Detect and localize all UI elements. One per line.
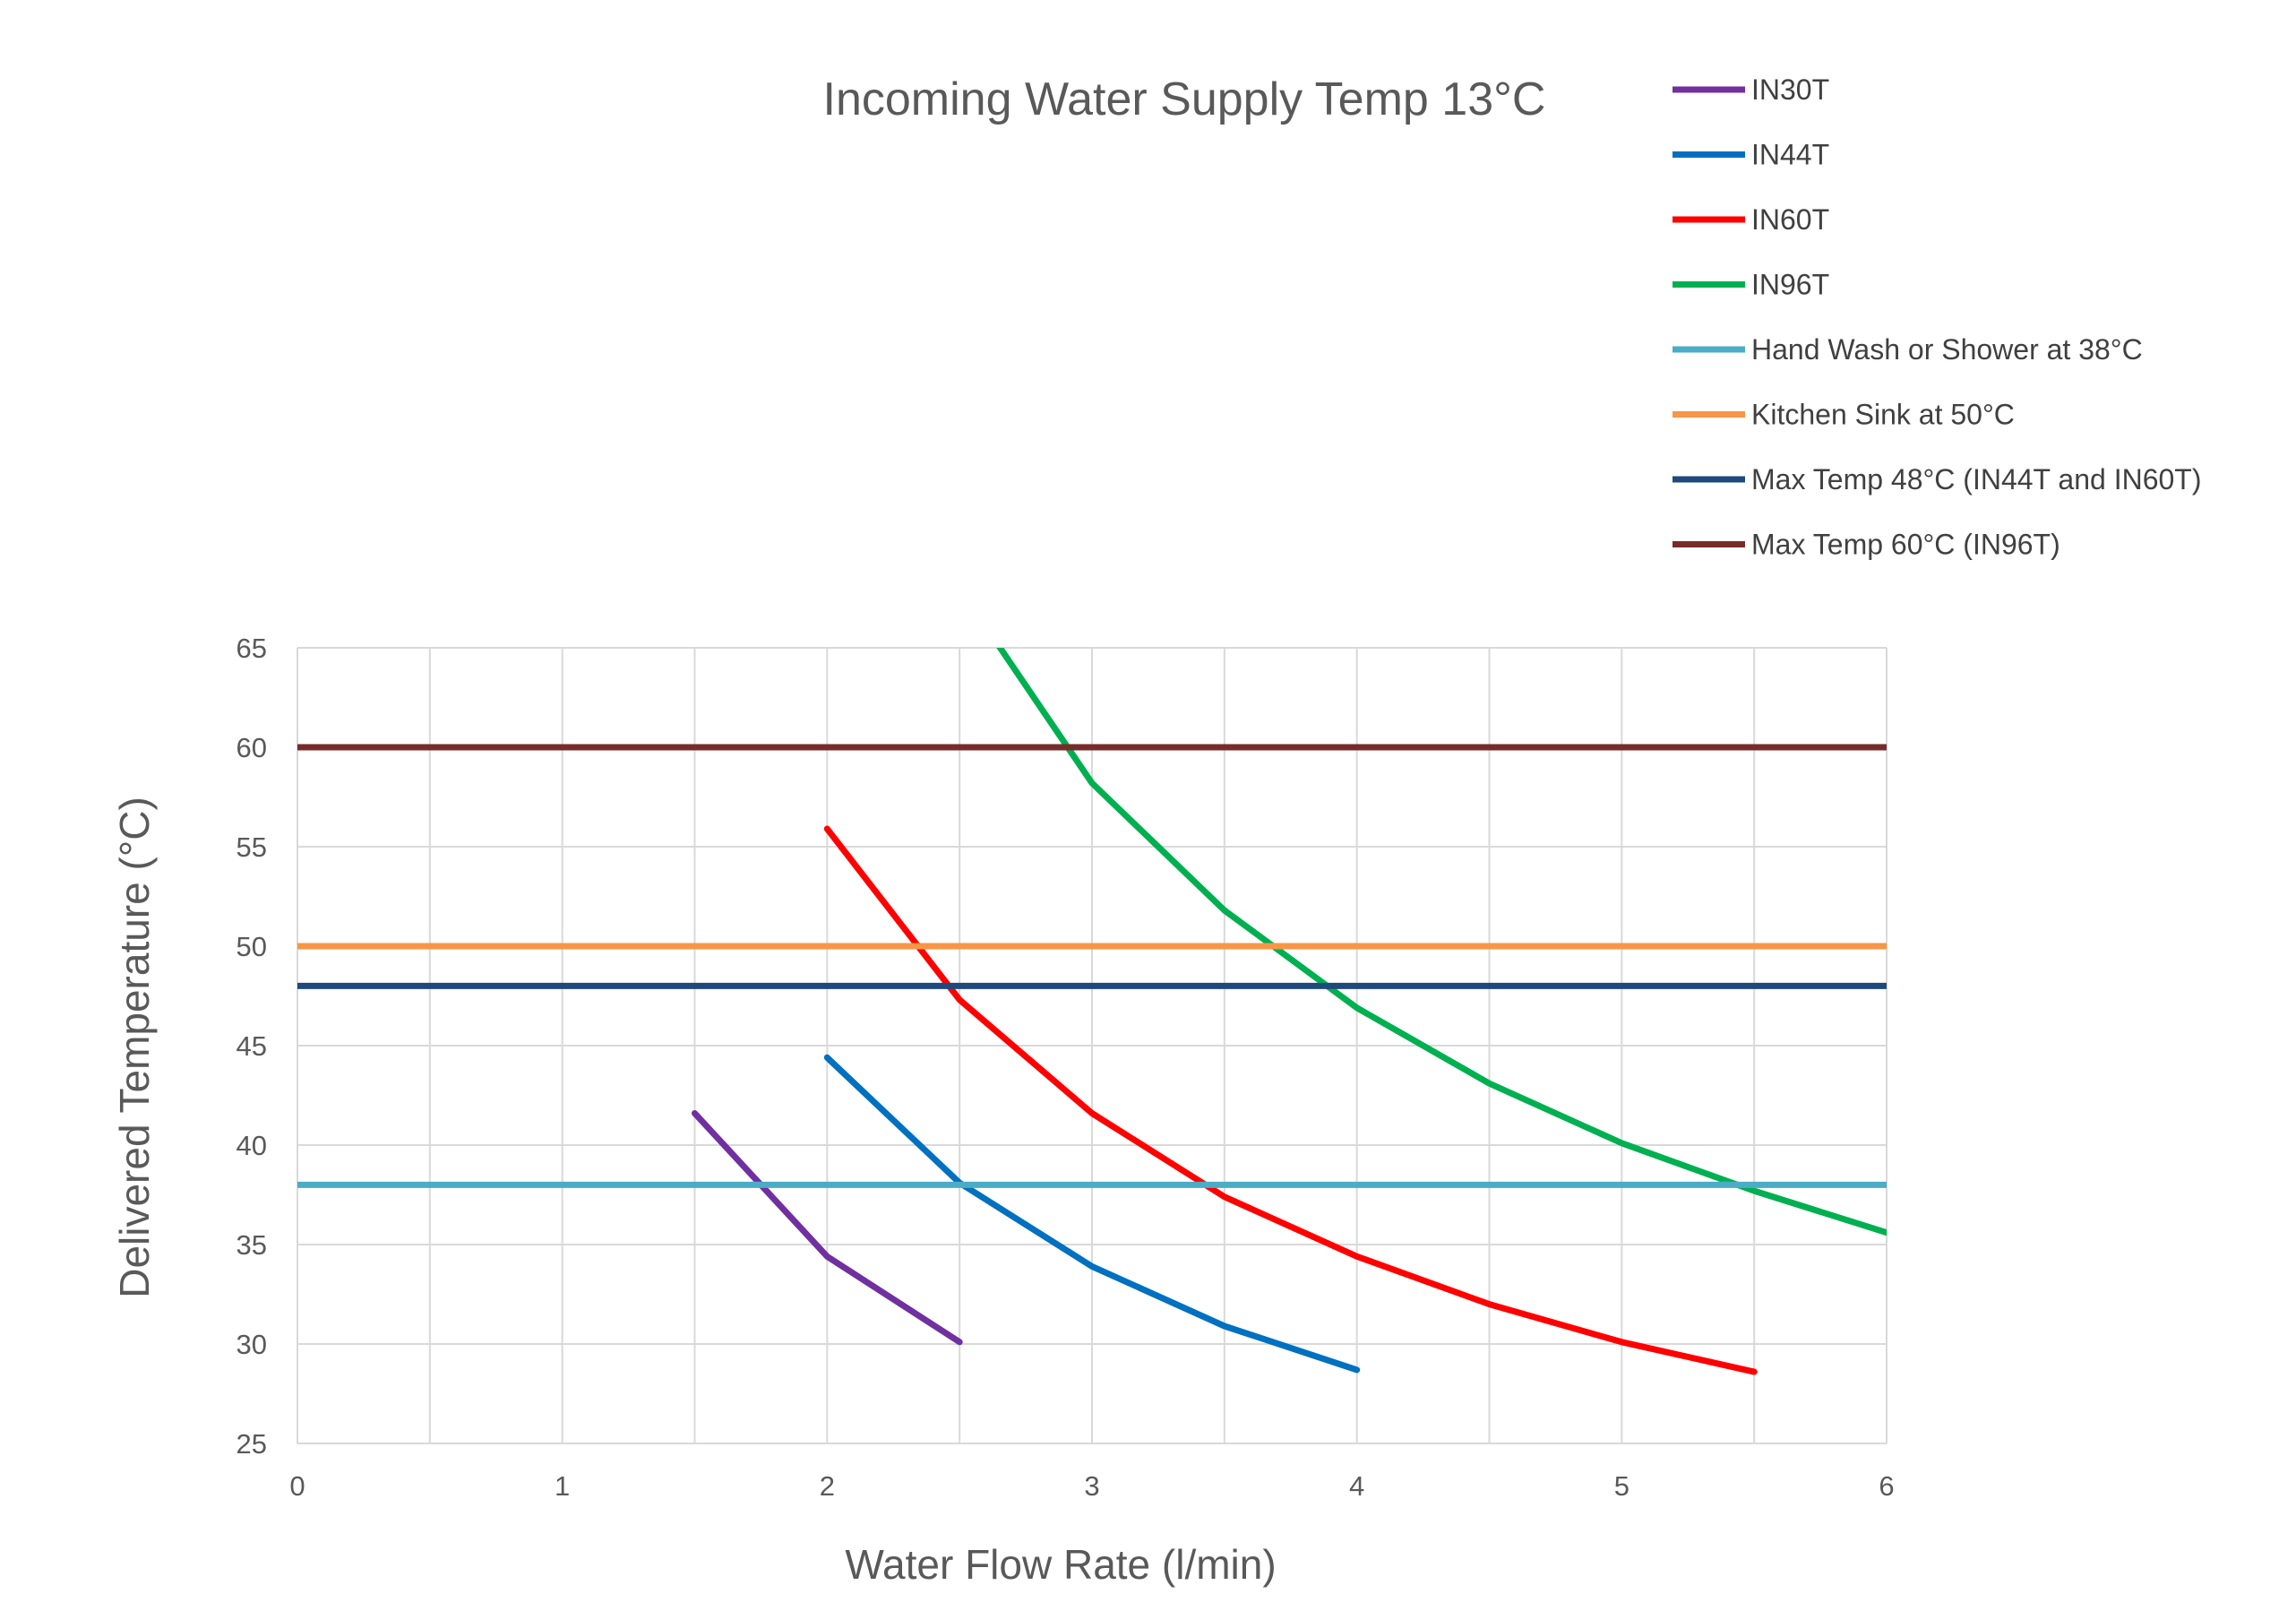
y-tick-label: 60 (236, 732, 267, 763)
legend-item-in30t: IN30T (1673, 73, 1829, 106)
y-tick-label: 25 (236, 1428, 267, 1460)
y-tick-label: 65 (236, 633, 267, 664)
legend-label: IN44T (1751, 139, 1829, 171)
legend-item-in60t: IN60T (1673, 203, 1829, 236)
grid (297, 647, 1888, 1444)
y-tick-label: 45 (236, 1030, 267, 1062)
legend-item-max-temp-60-c-in96t: Max Temp 60°C (IN96T) (1673, 529, 2060, 561)
chart-title: Incoming Water Supply Temp 13°C (823, 73, 1546, 125)
y-tick-label: 55 (236, 831, 267, 863)
series-line-in44t (823, 1054, 1361, 1374)
x-tick-label: 1 (555, 1470, 570, 1502)
legend-label: IN30T (1751, 73, 1829, 106)
x-ticks: 0 1 2 3 4 5 6 (289, 1470, 1894, 1502)
x-tick-label: 6 (1879, 1470, 1894, 1502)
plot-area (297, 648, 1887, 1375)
y-tick-label: 40 (236, 1130, 267, 1161)
x-axis-label: Water Flow Rate (l/min) (845, 1541, 1276, 1588)
legend-label: IN60T (1751, 203, 1829, 236)
y-axis-label: Delivered Temperature (°C) (111, 797, 158, 1298)
series-line-in60t (823, 825, 1758, 1375)
y-tick-label: 30 (236, 1329, 267, 1360)
x-tick-label: 5 (1614, 1470, 1630, 1502)
y-tick-label: 50 (236, 931, 267, 962)
x-tick-label: 0 (289, 1470, 305, 1502)
legend-item-max-temp-48-c-in44t-and-in60t: Max Temp 48°C (IN44T and IN60T) (1673, 463, 2201, 495)
legend-label: Hand Wash or Shower at 38°C (1751, 333, 2143, 366)
legend-item-kitchen-sink-at-50-c: Kitchen Sink at 50°C (1673, 399, 2015, 431)
legend-label: Kitchen Sink at 50°C (1751, 399, 2015, 431)
x-tick-label: 4 (1349, 1470, 1364, 1502)
legend-label: Max Temp 60°C (IN96T) (1751, 529, 2060, 561)
x-tick-label: 2 (820, 1470, 835, 1502)
legend-item-hand-wash-or-shower-at-38-c: Hand Wash or Shower at 38°C (1673, 333, 2143, 366)
legend-item-in96t: IN96T (1673, 269, 1829, 301)
legend-item-in44t: IN44T (1673, 139, 1829, 171)
x-tick-label: 3 (1084, 1470, 1099, 1502)
series-line-in30t (692, 1110, 963, 1346)
legend-label: IN96T (1751, 269, 1829, 301)
series-line-in96t (996, 648, 1887, 1236)
legend-label: Max Temp 48°C (IN44T and IN60T) (1751, 463, 2201, 495)
y-tick-label: 35 (236, 1229, 267, 1261)
legend: IN30T IN44T IN60T IN96T Hand Wash or Shower … (1673, 73, 2201, 561)
y-ticks: 25 30 35 40 45 50 55 60 65 (236, 633, 267, 1460)
